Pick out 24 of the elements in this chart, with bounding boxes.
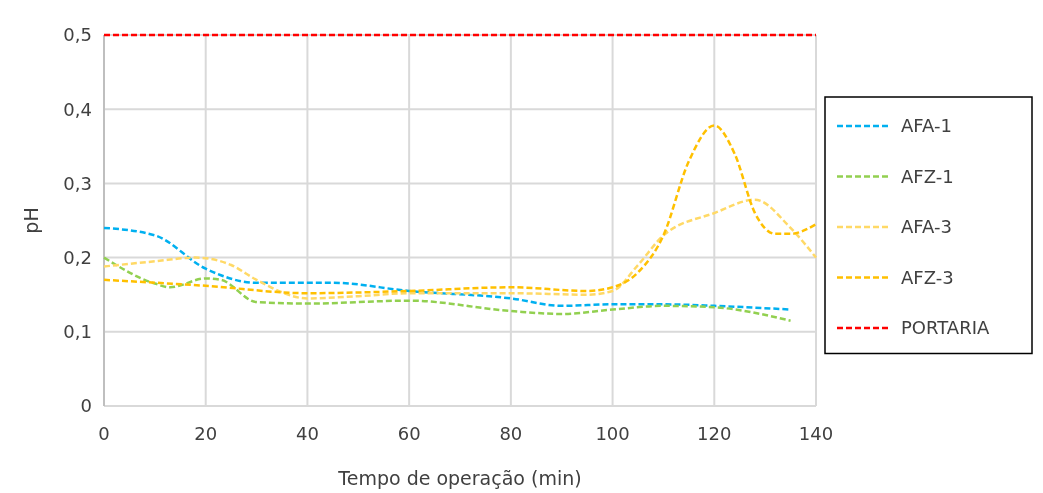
x-tick-label: 100 [595, 423, 630, 444]
x-tick-label: 20 [194, 423, 218, 444]
x-tick-label: 40 [295, 423, 319, 444]
legend-label: AFA-3 [901, 216, 952, 238]
legend-label: AFA-1 [901, 115, 952, 137]
legend-label: PORTARIA [901, 317, 990, 339]
line-series [102, 198, 818, 300]
y-tick-label: 0,4 [63, 98, 92, 120]
line-series [102, 124, 818, 295]
x-tick-label: 80 [499, 423, 523, 444]
y-tick-label: 0,3 [63, 172, 92, 194]
legend-label: AFZ-1 [901, 165, 954, 187]
x-tick-label: 60 [397, 423, 421, 444]
x-tick-label: 0 [98, 423, 110, 444]
x-tick-label: 120 [697, 423, 732, 444]
x-axis-title: Tempo de operação (min) [337, 467, 582, 489]
y-tick-label: 0,5 [63, 24, 92, 46]
x-tick-label: 140 [798, 423, 834, 444]
y-axis-title: pH [20, 207, 42, 234]
y-tick-label: 0,2 [63, 246, 92, 268]
line-series [102, 256, 792, 322]
y-tick-label: 0 [80, 395, 92, 417]
y-tick-label: 0,1 [63, 321, 92, 343]
legend-label: AFZ-3 [901, 266, 954, 288]
